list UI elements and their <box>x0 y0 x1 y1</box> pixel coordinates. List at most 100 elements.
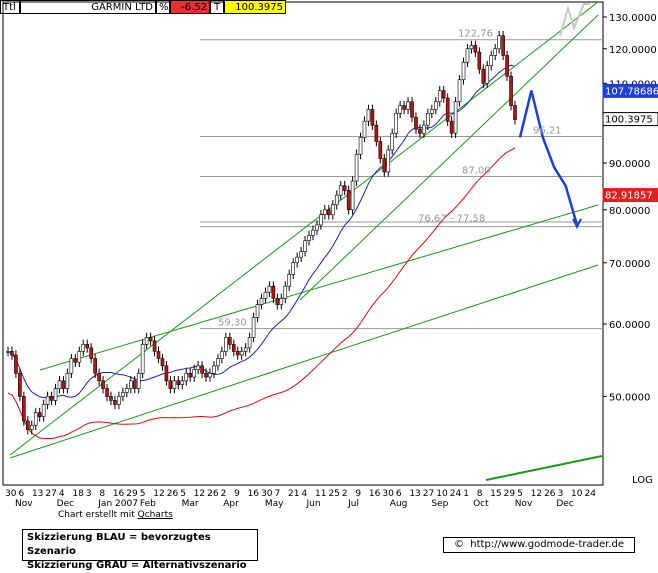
candle-body <box>497 35 501 50</box>
trend-line <box>39 204 599 371</box>
candle-body <box>200 365 204 374</box>
candle-body <box>469 45 474 50</box>
plot-frame <box>2 1 604 486</box>
candle-body <box>220 351 224 359</box>
x-tick-label: 8 <box>99 489 105 499</box>
candle-body <box>299 251 303 258</box>
header-percent-symbol: % <box>156 0 170 14</box>
candle-body <box>184 372 189 382</box>
x-tick-label: 24 <box>450 489 462 499</box>
candle-body <box>291 262 295 275</box>
trend-line <box>485 455 603 481</box>
x-tick-label: 6 <box>18 489 24 499</box>
candle-body <box>350 180 355 211</box>
candle-body <box>121 392 125 397</box>
x-tick-label: 13 <box>32 489 43 499</box>
month-label: Feb <box>140 499 156 509</box>
x-tick-label: 4 <box>59 489 65 499</box>
candle-body <box>449 120 454 134</box>
x-tick-label: 29 <box>126 489 138 499</box>
candle-body <box>61 380 66 389</box>
candle-body <box>117 396 121 405</box>
candle-body <box>26 420 30 430</box>
month-label: May <box>265 499 284 509</box>
candle-body <box>323 209 327 216</box>
candle-body <box>6 351 10 353</box>
site-url[interactable]: http://www.godmode-trader.de <box>470 539 625 550</box>
candle-body <box>370 109 375 126</box>
header-percent-change: -6.52 <box>170 0 210 14</box>
candle-body <box>216 358 220 367</box>
candle-body <box>414 116 418 130</box>
x-tick-label: 12 <box>194 489 205 499</box>
candle-body <box>128 380 133 389</box>
x-tick-label: 16 <box>113 489 125 499</box>
candle-body <box>228 337 232 345</box>
x-tick-label: 8 <box>477 489 483 499</box>
candle-body <box>45 396 50 405</box>
candle-body <box>406 101 410 110</box>
candle-body <box>93 358 97 374</box>
y-tick-label: 50.0000 <box>609 392 650 403</box>
y-tick-label: 70.0000 <box>609 259 650 270</box>
candle-body <box>453 101 458 134</box>
month-label: Jul <box>347 499 359 509</box>
candle-body <box>204 372 208 378</box>
price-marker-label: 107.78686 <box>605 86 658 97</box>
candle-body <box>382 158 387 173</box>
candle-body <box>327 209 331 216</box>
candle-body <box>29 424 34 430</box>
month-label: Apr <box>223 499 239 509</box>
candle-body <box>101 380 105 389</box>
x-tick-label: 30 <box>382 489 394 499</box>
candle-body <box>457 79 462 103</box>
x-tick-label: 11 <box>315 489 326 499</box>
candle-body <box>73 358 78 363</box>
candle-body <box>374 124 379 142</box>
candle-body <box>402 105 406 110</box>
candle-body <box>426 113 430 126</box>
candle-body <box>437 90 442 103</box>
candle-body <box>109 396 113 401</box>
candle-body <box>441 90 446 99</box>
x-tick-label: 6 <box>396 489 402 499</box>
candle-body <box>271 285 276 299</box>
candle-body <box>247 337 252 349</box>
candle-body <box>18 372 22 397</box>
candle-body <box>505 55 509 77</box>
x-tick-label: 25 <box>328 489 339 499</box>
candle-body <box>279 298 284 305</box>
candle-body <box>85 344 90 349</box>
credit-link[interactable]: Qcharts <box>137 510 173 520</box>
scenario-blue-path <box>518 90 579 226</box>
trend-line <box>9 1 599 456</box>
x-tick-label: 12 <box>153 489 164 499</box>
candle-body <box>14 354 18 374</box>
trend-line <box>299 14 599 301</box>
candle-body <box>251 317 256 338</box>
level-annotation: 122,76 <box>458 29 493 40</box>
x-tick-label: 16 <box>369 489 381 499</box>
candle-body <box>41 404 46 418</box>
candle-body <box>513 105 517 120</box>
x-tick-label: 16 <box>248 489 260 499</box>
candle-body <box>65 372 70 389</box>
candle-body <box>433 101 438 110</box>
candle-body <box>465 48 470 63</box>
price-marker-label: 100.3975 <box>605 115 653 126</box>
level-annotation: 96,21 <box>533 126 562 137</box>
candle-body <box>330 204 335 216</box>
candle-body <box>394 113 398 134</box>
x-tick-label: 26 <box>167 489 179 499</box>
legend-gray: Skizzierung GRAU = Alternativszenario <box>27 560 247 571</box>
candle-body <box>287 274 292 287</box>
candle-body <box>398 105 402 114</box>
site-link[interactable]: © http://www.godmode-trader.de <box>443 537 635 553</box>
x-tick-label: 7 <box>275 489 281 499</box>
x-tick-label: 24 <box>585 489 597 499</box>
candle-body <box>10 351 14 356</box>
copyright-icon: © <box>453 539 464 550</box>
candle-body <box>188 372 193 378</box>
level-annotation: 76,67 - 77,58 <box>418 213 485 224</box>
